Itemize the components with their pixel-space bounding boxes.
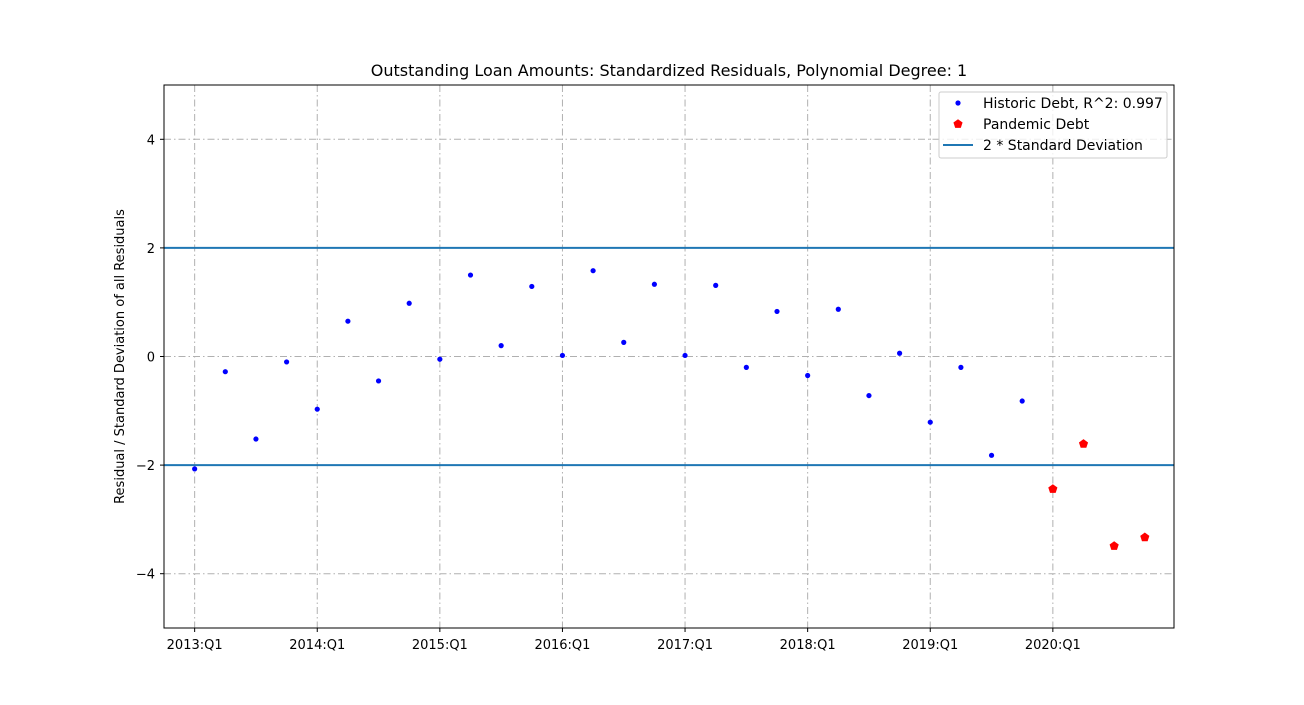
historic-debt-point [498,343,504,349]
x-tick-label: 2014:Q1 [289,638,345,653]
historic-debt-point [375,378,382,384]
legend-pentagon-marker [953,119,963,128]
historic-debt-point [774,308,780,315]
historic-debt-point [805,372,811,379]
historic-debt-point [651,281,658,287]
x-tick-label: 2018:Q1 [780,638,836,653]
historic-debt-point [897,350,903,356]
historic-debt-point [222,369,228,375]
historic-debt-point [590,268,596,274]
historic-debt-point [835,306,841,312]
legend: Historic Debt, R^2: 0.997 Pandemic Debt 2 … [938,91,1168,159]
x-tick-label: 2015:Q1 [412,638,468,653]
historic-debt-point [314,406,320,412]
pandemic-debt-point [1078,439,1089,448]
y-tick-label: −4 [136,568,155,583]
pandemic-debt-point [1048,484,1058,493]
historic-debt-point [253,436,259,442]
legend-label: Pandemic Debt [983,117,1090,133]
data-points [192,268,1150,550]
std-dev-lines [164,246,1174,467]
historic-debt-point [529,283,535,290]
x-tick-label: 2013:Q1 [167,638,223,653]
legend-label: 2 * Standard Deviation [983,138,1143,154]
chart-title: Outstanding Loan Amounts: Standardized R… [371,61,967,80]
historic-debt-point [682,352,688,359]
historic-debt-point [713,282,719,288]
x-tick-label: 2019:Q1 [902,638,958,653]
pandemic-debt-point [1140,532,1150,542]
historic-debt-point [559,352,566,359]
historic-debt-point [1019,398,1025,404]
legend-label: Historic Debt, R^2: 0.997 [983,96,1163,112]
historic-debt-point [437,356,443,362]
historic-debt-point [988,452,995,458]
historic-debt-point [958,364,964,370]
historic-debt-point [621,339,627,345]
historic-debt-point [406,300,412,306]
legend-circle-marker [955,100,961,106]
historic-debt-point [866,392,872,399]
historic-debt-point [743,364,749,370]
y-tick-label: −2 [136,459,155,474]
x-tick-label: 2016:Q1 [534,638,590,653]
historic-debt-point [927,419,933,425]
axis-ticks: 2013:Q1 2014:Q1 2015:Q1 2016:Q1 2017:Q1 2018:… [136,133,1081,653]
historic-debt-point [467,272,474,278]
y-tick-label: 2 [147,242,155,257]
historic-debt-point [284,359,290,365]
grid [164,85,1174,628]
historic-debt-point [345,318,351,324]
historic-debt-point [192,466,198,472]
y-tick-label: 4 [147,133,155,148]
y-axis-label: Residual / Standard Deviation of all Res… [113,209,128,504]
pandemic-debt-point [1109,541,1119,550]
x-tick-label: 2020:Q1 [1025,638,1081,653]
y-tick-label: 0 [147,351,155,366]
x-tick-label: 2017:Q1 [657,638,713,653]
legend-box [938,91,1168,159]
